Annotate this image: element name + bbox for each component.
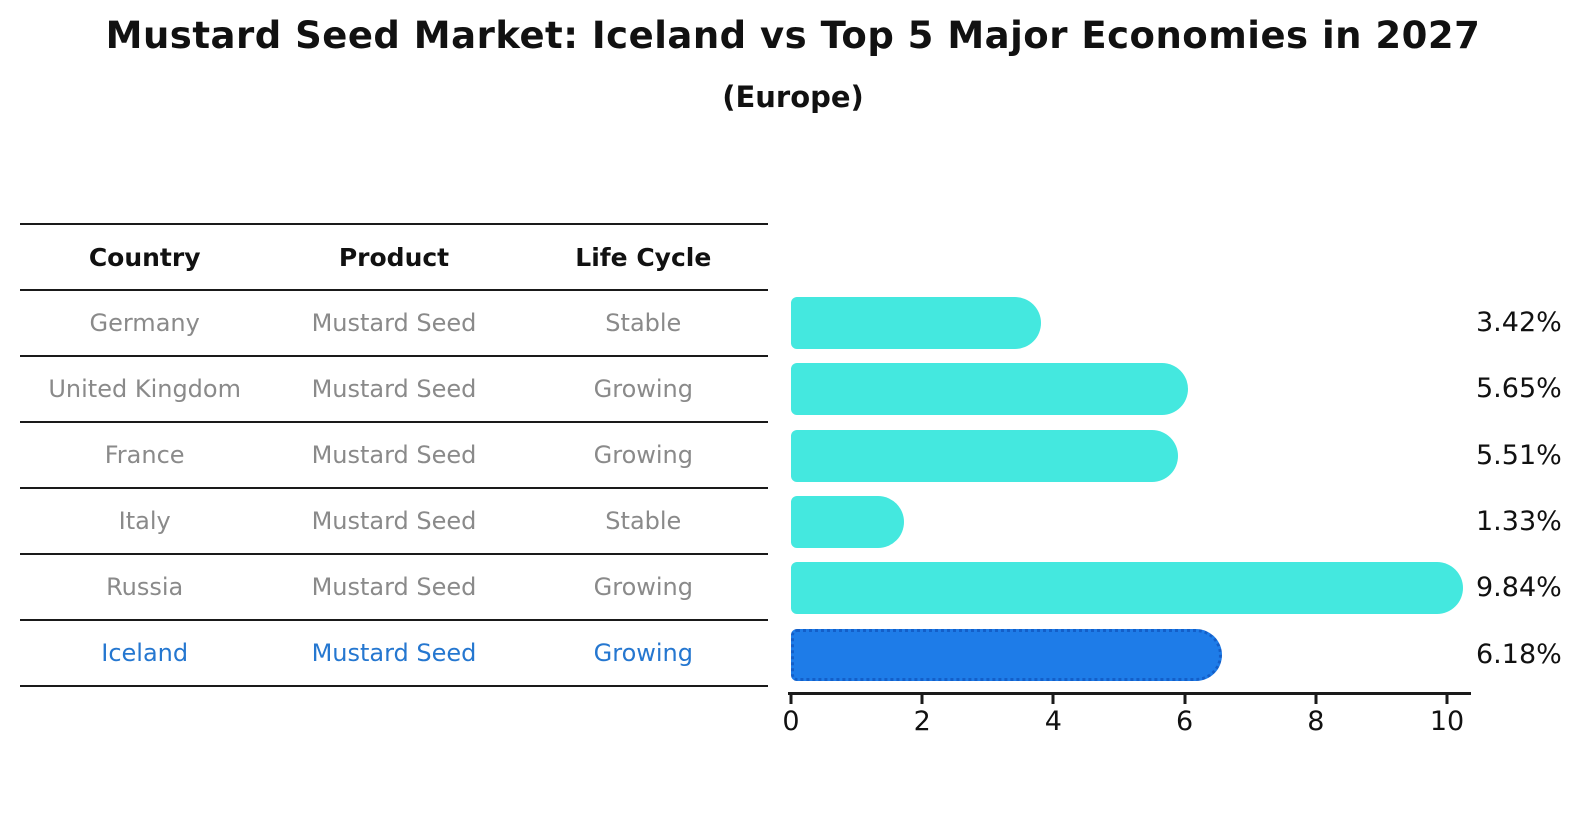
bar-united-kingdom — [791, 363, 1188, 416]
table-row-russia: Russia Mustard Seed Growing — [20, 553, 768, 619]
x-axis-tick-label: 0 — [782, 706, 800, 737]
bar-italy — [791, 495, 905, 548]
x-axis-tickmark — [1445, 695, 1449, 704]
table-row-iceland: Iceland Mustard Seed Growing — [20, 619, 768, 687]
cell-life-cycle: Stable — [605, 507, 682, 535]
bar-russia — [791, 562, 1463, 615]
table-row-italy: Italy Mustard Seed Stable — [20, 487, 768, 553]
value-label-russia: 9.84% — [1476, 572, 1562, 604]
x-axis-tickmark — [1314, 695, 1318, 704]
bar-germany — [791, 297, 1042, 349]
cell-country: France — [104, 441, 185, 469]
cell-product: Mustard Seed — [311, 441, 477, 469]
bar-france — [791, 429, 1179, 482]
table-row-united-kingdom: United Kingdom Mustard Seed Growing — [20, 355, 768, 421]
x-axis-tickmark — [1051, 695, 1055, 704]
x-axis-tick-label: 8 — [1307, 706, 1325, 737]
cell-country: Germany — [89, 309, 200, 337]
table-row-france: France Mustard Seed Growing — [20, 421, 768, 487]
cell-product: Mustard Seed — [311, 573, 477, 601]
x-axis-tick-label: 2 — [913, 706, 931, 737]
cell-product: Mustard Seed — [311, 375, 477, 403]
cell-life-cycle: Growing — [593, 573, 693, 601]
page-subtitle: (Europe) — [722, 80, 864, 114]
cell-product: Mustard Seed — [311, 309, 477, 337]
value-label-germany: 3.42% — [1476, 307, 1562, 338]
country-table: Country Product Life Cycle Germany Musta… — [20, 223, 768, 687]
cell-country: Russia — [106, 573, 184, 601]
cell-country: Italy — [118, 507, 171, 535]
cell-life-cycle: Growing — [593, 639, 693, 667]
bar-iceland — [791, 628, 1223, 681]
x-axis-tick-label: 6 — [1176, 706, 1194, 737]
column-header-country: Country — [88, 242, 201, 272]
column-header-product: Product — [338, 242, 450, 272]
value-label-united-kingdom: 5.65% — [1476, 373, 1562, 405]
cell-life-cycle: Growing — [593, 375, 693, 403]
x-axis-tickmark — [920, 695, 924, 704]
cell-product: Mustard Seed — [311, 507, 477, 535]
column-header-life-cycle: Life Cycle — [575, 242, 712, 272]
cell-life-cycle: Stable — [605, 309, 682, 337]
table-header-row: Country Product Life Cycle — [20, 223, 768, 289]
x-axis-tick-label: 10 — [1429, 706, 1465, 737]
value-label-italy: 1.33% — [1476, 505, 1562, 537]
x-axis-tickmark — [1183, 695, 1187, 704]
x-axis-tickmark — [789, 695, 793, 704]
x-axis-line — [788, 692, 1471, 695]
cell-country: United Kingdom — [48, 375, 241, 403]
cell-life-cycle: Growing — [593, 441, 693, 469]
value-label-france: 5.51% — [1476, 439, 1562, 471]
page-title: Mustard Seed Market: Iceland vs Top 5 Ma… — [105, 14, 1481, 57]
cell-country: Iceland — [101, 639, 189, 667]
cell-product: Mustard Seed — [311, 639, 477, 667]
table-row-germany: Germany Mustard Seed Stable — [20, 289, 768, 355]
x-axis-tick-label: 4 — [1044, 706, 1062, 737]
value-label-iceland: 6.18% — [1476, 638, 1562, 670]
